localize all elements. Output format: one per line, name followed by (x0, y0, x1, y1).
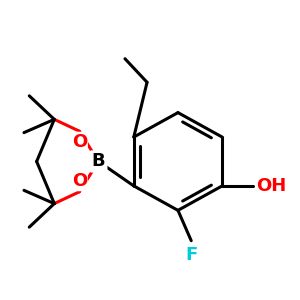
Text: B: B (92, 152, 105, 170)
Text: F: F (185, 246, 197, 264)
Text: OH: OH (256, 177, 286, 195)
Text: O: O (72, 133, 87, 151)
Text: O: O (72, 172, 87, 190)
